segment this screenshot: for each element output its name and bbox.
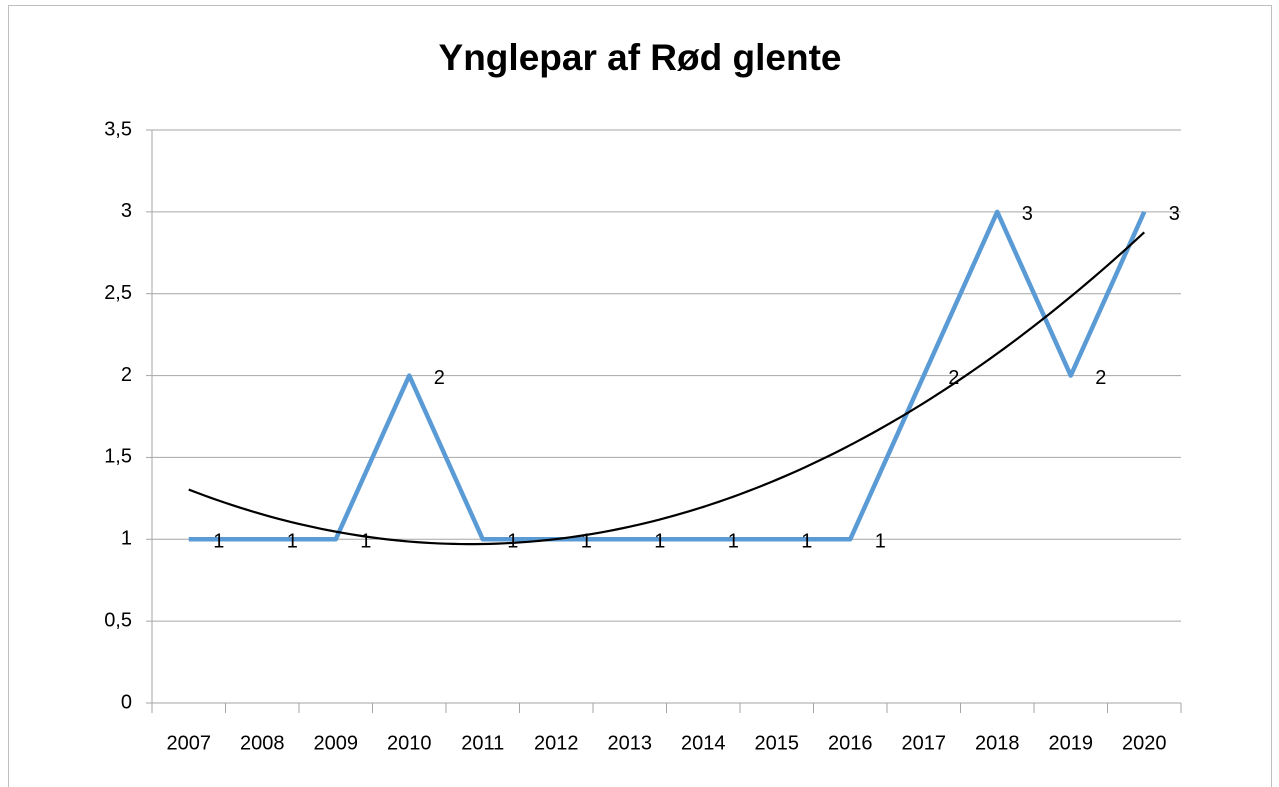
x-tick-label: 2013 <box>608 732 653 754</box>
chart-frame <box>8 5 1272 787</box>
x-tick-label: 2018 <box>975 732 1020 754</box>
data-label: 1 <box>287 531 298 553</box>
data-label: 1 <box>875 531 886 553</box>
x-tick-label: 2016 <box>828 732 873 754</box>
y-tick-label: 1 <box>121 528 132 550</box>
y-tick-label: 0,5 <box>104 609 132 631</box>
data-label: 1 <box>728 531 739 553</box>
trendline <box>188 231 1145 546</box>
data-label: 1 <box>507 531 518 553</box>
data-line <box>188 209 1147 542</box>
x-tick-label: 2014 <box>681 732 726 754</box>
data-label: 2 <box>948 367 959 389</box>
data-label: 2 <box>434 367 445 389</box>
x-tick-label: 2012 <box>534 732 579 754</box>
data-label: 1 <box>360 531 371 553</box>
data-label: 3 <box>1022 203 1033 225</box>
y-tick-label: 3 <box>121 200 132 222</box>
y-tick-label: 1,5 <box>104 446 132 468</box>
data-label: 3 <box>1169 203 1180 225</box>
y-tick-label: 2 <box>121 364 132 386</box>
x-tick-label: 2008 <box>240 732 285 754</box>
x-tick-label: 2010 <box>387 732 432 754</box>
data-label: 1 <box>213 531 224 553</box>
data-label: 1 <box>801 531 812 553</box>
data-label: 1 <box>654 531 665 553</box>
y-tick-label: 2,5 <box>104 282 132 304</box>
data-label: 2 <box>1095 367 1106 389</box>
y-tick-label: 0 <box>121 691 132 713</box>
x-tick-label: 2015 <box>755 732 800 754</box>
x-tick-label: 2017 <box>902 732 947 754</box>
x-tick-label: 2007 <box>167 732 212 754</box>
x-tick-label: 2011 <box>461 732 504 754</box>
x-tick-label: 2019 <box>1049 732 1094 754</box>
chart-title: Ynglepar af Rød glente <box>439 37 842 78</box>
y-tick-label: 3,5 <box>104 118 132 140</box>
x-tick-label: 2009 <box>314 732 359 754</box>
data-label: 1 <box>581 531 592 553</box>
x-tick-label: 2020 <box>1122 732 1167 754</box>
